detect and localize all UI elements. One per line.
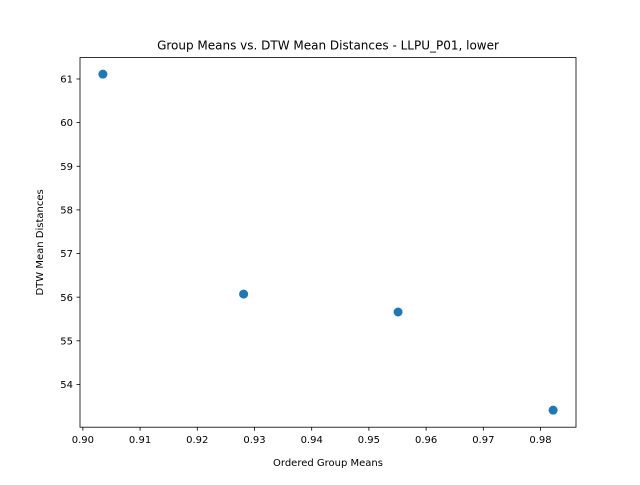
y-axis-ticks: 54 55 56 57 58 59 60 61 bbox=[60, 75, 80, 391]
y-tick-label: 57 bbox=[60, 249, 73, 260]
x-tick-label: 0.93 bbox=[243, 435, 265, 446]
x-tick-label: 0.95 bbox=[358, 435, 380, 446]
data-point bbox=[393, 307, 403, 317]
y-tick-label: 58 bbox=[60, 205, 73, 216]
x-tick-label: 0.96 bbox=[415, 435, 437, 446]
y-tick-label: 54 bbox=[60, 380, 73, 391]
chart-title: Group Means vs. DTW Mean Distances - LLP… bbox=[157, 39, 499, 53]
y-tick-label: 55 bbox=[60, 336, 73, 347]
data-points bbox=[98, 69, 558, 415]
x-tick-label: 0.91 bbox=[129, 435, 151, 446]
y-tick-label: 59 bbox=[60, 162, 73, 173]
x-tick-label: 0.94 bbox=[301, 435, 323, 446]
y-tick-label: 56 bbox=[60, 293, 73, 304]
x-axis-ticks: 0.90 0.91 0.92 0.93 0.94 0.95 0.96 0.97 0.98 bbox=[72, 427, 552, 446]
x-tick-label: 0.90 bbox=[72, 435, 94, 446]
y-tick-label: 61 bbox=[60, 75, 73, 86]
x-tick-label: 0.92 bbox=[186, 435, 208, 446]
x-tick-label: 0.98 bbox=[529, 435, 551, 446]
x-axis-label: Ordered Group Means bbox=[273, 458, 383, 469]
y-tick-label: 60 bbox=[60, 118, 73, 129]
data-point bbox=[239, 289, 249, 299]
x-tick-label: 0.97 bbox=[472, 435, 494, 446]
y-axis-label: DTW Mean Distances bbox=[35, 189, 46, 295]
data-point bbox=[98, 69, 108, 79]
data-point bbox=[548, 405, 558, 415]
plot-frame bbox=[79, 57, 577, 428]
